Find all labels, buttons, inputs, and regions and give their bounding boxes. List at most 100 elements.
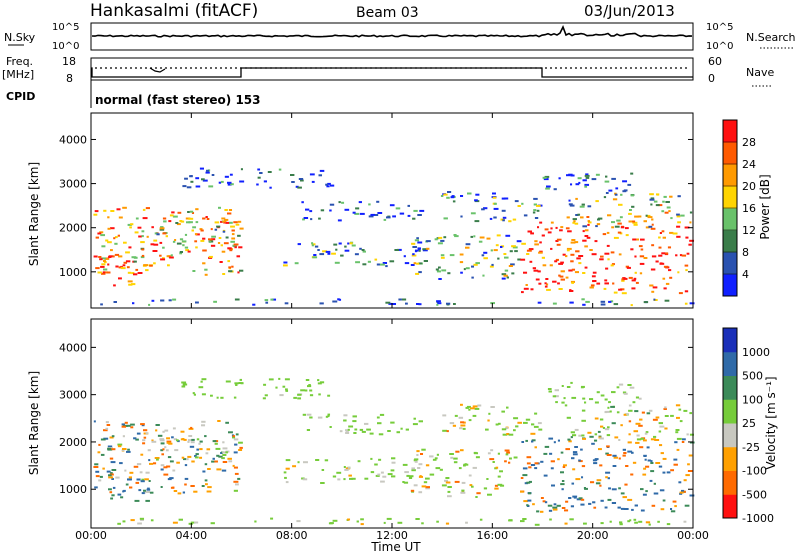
x-tick-label: 00:00	[677, 529, 709, 542]
echo-cell	[599, 484, 602, 487]
echo-cell	[107, 263, 110, 266]
echo-cell	[509, 250, 513, 253]
echo-cell	[297, 243, 301, 246]
echo-cell	[232, 436, 236, 439]
echo-cell	[264, 394, 268, 397]
echo-cell	[170, 254, 173, 257]
echo-cell	[570, 241, 576, 244]
echo-cell	[605, 476, 608, 479]
echo-cell	[620, 288, 625, 291]
echo-cell	[140, 518, 144, 521]
echo-cell	[205, 216, 208, 218]
echo-cell	[533, 425, 539, 428]
echo-cell	[436, 520, 439, 523]
echo-cell	[270, 517, 274, 520]
echo-cell	[684, 226, 690, 229]
echo-cell	[165, 449, 169, 452]
echo-cell	[584, 174, 590, 177]
echo-cell	[211, 460, 215, 463]
echo-cell	[623, 508, 629, 510]
echo-cell	[502, 433, 508, 436]
echo-cell	[622, 391, 627, 394]
echo-cell	[599, 464, 603, 467]
echo-cell	[98, 443, 101, 446]
echo-cell	[549, 264, 553, 267]
echo-cell	[634, 255, 637, 258]
echo-cell	[189, 210, 194, 213]
echo-cell	[120, 267, 126, 270]
echo-cell	[327, 394, 331, 397]
echo-cell	[195, 453, 199, 456]
echo-cell	[368, 203, 371, 206]
echo-cell	[201, 393, 206, 396]
echo-cell	[489, 217, 493, 220]
echo-cell	[586, 236, 591, 239]
echo-cell	[620, 507, 625, 510]
echo-cell	[254, 520, 257, 523]
echo-cell	[616, 386, 620, 389]
x-tick-label: 04:00	[175, 529, 207, 542]
echo-cell	[336, 471, 342, 474]
echo-cell	[329, 209, 332, 212]
echo-cell	[651, 223, 654, 226]
echo-cell	[309, 210, 313, 213]
echo-cell	[311, 244, 314, 247]
echo-cell	[327, 182, 331, 185]
echo-cell	[344, 208, 350, 211]
echo-cell	[345, 429, 348, 432]
echo-cell	[455, 450, 460, 453]
echo-cell	[649, 193, 654, 196]
echo-cell	[224, 209, 228, 211]
echo-cell	[539, 221, 543, 224]
n-search-tick-high: 10^5	[706, 22, 733, 33]
echo-cell	[284, 302, 289, 305]
echo-cell	[136, 478, 141, 481]
echo-cell	[522, 518, 527, 520]
colorbar-swatch	[723, 274, 737, 297]
echo-cell	[164, 429, 169, 432]
echo-cell	[414, 239, 420, 242]
echo-cell	[641, 411, 645, 414]
echo-cell	[445, 477, 450, 479]
echo-cell	[131, 272, 135, 275]
echo-cell	[631, 451, 634, 454]
echo-cell	[610, 405, 615, 408]
echo-cell	[469, 484, 473, 487]
echo-cell	[504, 449, 510, 452]
echo-cell	[559, 275, 564, 278]
echo-cell	[147, 487, 150, 490]
echo-cell	[468, 474, 472, 477]
echo-cell	[374, 258, 378, 261]
echo-cell	[478, 240, 483, 243]
echo-cell	[626, 266, 631, 269]
echo-cell	[103, 260, 106, 262]
echo-cell	[572, 218, 577, 221]
echo-cell	[141, 254, 145, 257]
echo-cell	[642, 473, 647, 476]
echo-cell	[565, 500, 569, 503]
echo-cell	[425, 477, 430, 480]
echo-cell	[685, 269, 688, 272]
echo-cell	[535, 278, 540, 281]
echo-cell	[625, 234, 629, 237]
echo-cell	[377, 422, 382, 425]
echo-cell	[423, 481, 428, 484]
echo-cell	[608, 300, 612, 303]
echo-cell	[103, 271, 108, 274]
echo-cell	[233, 396, 237, 399]
echo-cell	[354, 428, 358, 431]
echo-cell	[543, 178, 549, 181]
echo-cell	[240, 382, 244, 385]
echo-cell	[679, 420, 683, 423]
echo-cell	[672, 500, 677, 503]
echo-cell	[237, 220, 242, 223]
echo-cell	[569, 289, 572, 292]
echo-cell	[520, 490, 524, 493]
echo-cell	[553, 503, 557, 506]
echo-cell	[470, 407, 475, 410]
echo-cell	[611, 177, 616, 180]
echo-cell	[195, 301, 199, 304]
echo-cell	[676, 235, 681, 238]
echo-cell	[650, 460, 653, 463]
